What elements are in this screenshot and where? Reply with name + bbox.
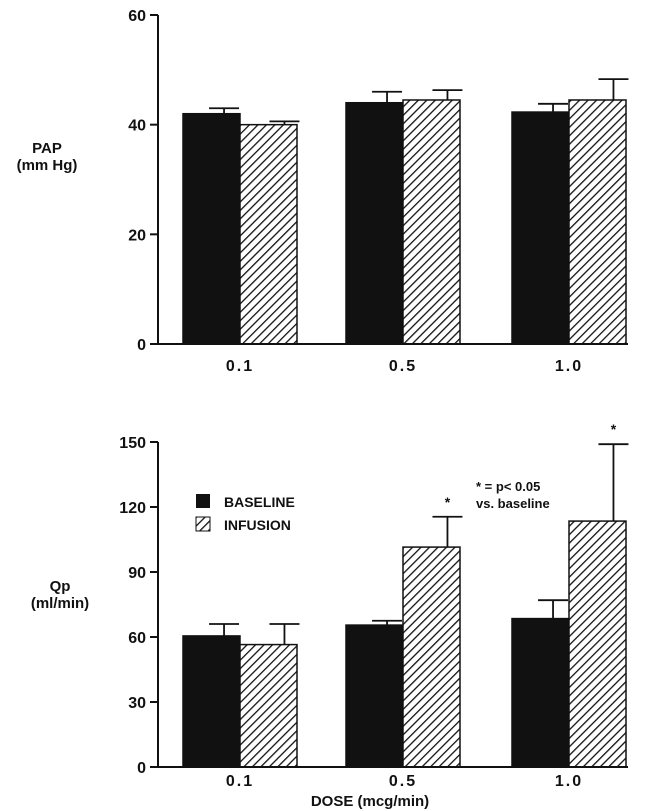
qp-infusion-bar [402, 546, 461, 768]
pap-baseline-bar [345, 101, 404, 345]
pap-y-tick-label: 60 [128, 8, 146, 25]
pap-x-tick-label: 1.0 [555, 358, 583, 375]
pap-y-tick-label: 20 [128, 227, 146, 244]
pap-infusion-bar [239, 123, 298, 345]
pap-y-tick-label: 0 [137, 337, 146, 354]
qp-bars [150, 443, 629, 768]
legend-swatch-baseline [196, 494, 210, 508]
qp-baseline-bar [511, 617, 570, 768]
qp-significance-marks: ** [445, 421, 617, 510]
pap-y-tick-label: 40 [128, 118, 146, 135]
qp-baseline-bar [182, 635, 241, 768]
qp-y-tick-label: 90 [128, 565, 146, 582]
legend-swatch-infusion [195, 516, 211, 532]
pap-y-axis-ticks: 0 20 40 60 [128, 8, 158, 354]
pap-chart: 0 20 40 60 0.1 0.5 1.0 PAP (mm Hg) [17, 8, 629, 375]
pap-baseline-bar [182, 112, 241, 345]
qp-x-tick-label: 0.5 [389, 773, 417, 790]
pap-bars [150, 78, 629, 345]
pap-baseline-bar [511, 111, 570, 345]
qp-ylabel-line1: Qp [50, 578, 71, 595]
qp-x-tick-label: 0.1 [226, 773, 254, 790]
qp-baseline-bar [345, 624, 404, 768]
pap-x-tick-label: 0.5 [389, 358, 417, 375]
qp-y-tick-label: 0 [137, 760, 146, 777]
pap-infusion-bar [402, 99, 461, 345]
qp-y-tick-label: 30 [128, 695, 146, 712]
qp-y-tick-label: 120 [119, 500, 146, 517]
qp-y-axis-ticks: 0 30 60 90 120 150 [119, 435, 158, 777]
pap-x-tick-label: 0.1 [226, 358, 254, 375]
qp-y-tick-label: 60 [128, 630, 146, 647]
qp-significance-mark: * [611, 421, 617, 437]
pap-x-tick-labels: 0.1 0.5 1.0 [226, 358, 583, 375]
x-axis-title: DOSE (mcg/min) [311, 793, 429, 810]
pap-ylabel-line1: PAP [32, 140, 62, 157]
qp-x-tick-label: 1.0 [555, 773, 583, 790]
pap-ylabel-line2: (mm Hg) [17, 157, 78, 174]
annotation-line1: * = p< 0.05 [476, 479, 540, 494]
legend: BASELINE INFUSION [195, 494, 295, 533]
qp-y-tick-label: 150 [119, 435, 146, 452]
legend-label-infusion: INFUSION [224, 517, 291, 533]
pap-infusion-bar [568, 99, 627, 345]
qp-ylabel-line2: (ml/min) [31, 595, 89, 612]
annotation-line2: vs. baseline [476, 496, 550, 511]
qp-infusion-bar [568, 520, 627, 768]
qp-x-tick-labels: 0.1 0.5 1.0 [226, 773, 583, 790]
qp-significance-mark: * [445, 494, 451, 510]
qp-infusion-bar [239, 643, 298, 768]
legend-label-baseline: BASELINE [224, 494, 295, 510]
